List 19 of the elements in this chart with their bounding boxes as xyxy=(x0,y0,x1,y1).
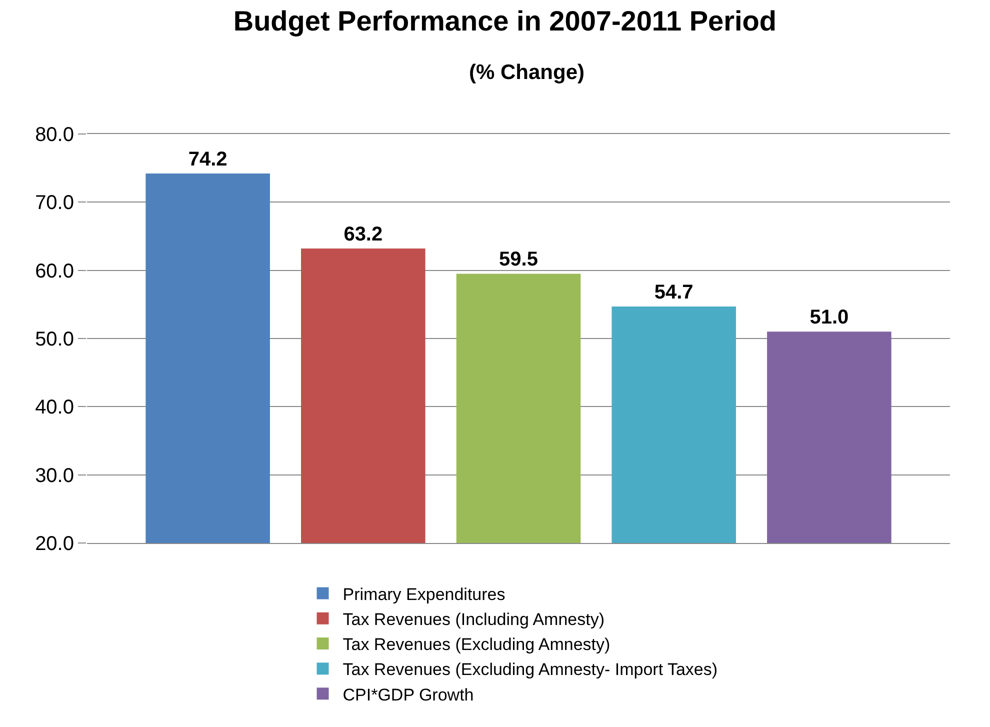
legend-label: Tax Revenues (Including Amnesty) xyxy=(342,610,604,629)
y-tick-label: 70.0 xyxy=(35,192,74,214)
y-tick-label: 40.0 xyxy=(35,396,74,419)
y-tick-label: 50.0 xyxy=(35,328,74,350)
legend-label: CPI*GDP Growth xyxy=(342,685,474,704)
data-label: 63.2 xyxy=(344,224,383,246)
y-tick-label: 60.0 xyxy=(35,260,74,282)
chart-title: Budget Performance in 2007-2011 Period xyxy=(233,6,776,37)
y-tick-label: 20.0 xyxy=(35,533,74,555)
y-tick-label: 80.0 xyxy=(35,124,74,146)
chart-subtitle: (% Change) xyxy=(469,61,584,84)
legend-label: Tax Revenues (Excluding Amnesty- Import Taxes) xyxy=(342,660,718,680)
data-label: 54.7 xyxy=(654,281,694,304)
y-tick-label: 30.0 xyxy=(35,464,74,487)
data-label: 59.5 xyxy=(499,248,538,271)
legend-label: Tax Revenues (Excluding Amnesty) xyxy=(342,635,610,654)
legend-label: Primary Expenditures xyxy=(342,584,506,604)
data-label: 51.0 xyxy=(810,306,849,329)
data-label: 74.2 xyxy=(188,148,228,171)
